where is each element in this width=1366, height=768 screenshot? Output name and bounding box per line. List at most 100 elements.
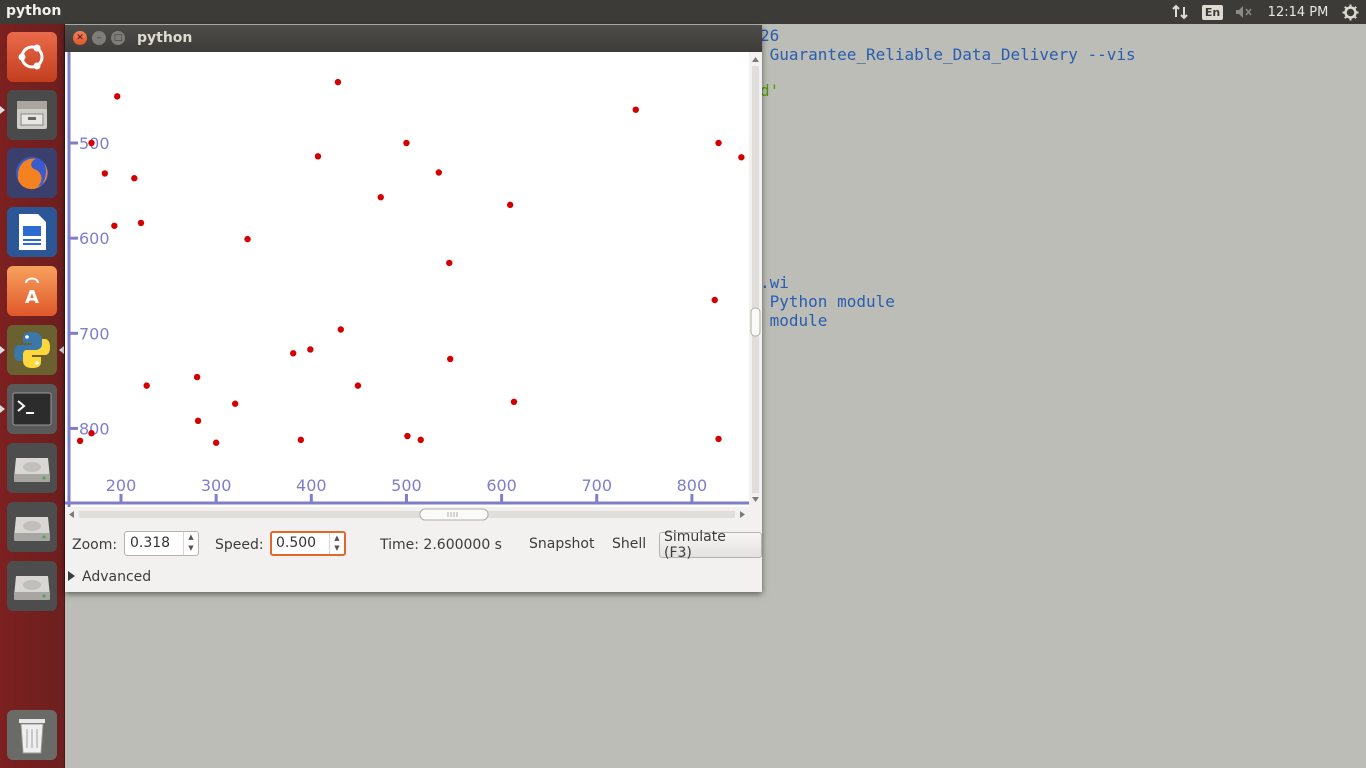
x-tick-label: 400 (296, 476, 327, 495)
zoom-value: 0.318 (130, 535, 171, 551)
writer-document-icon[interactable] (7, 207, 57, 257)
advanced-expander[interactable]: Advanced (68, 569, 151, 585)
simulate-button[interactable]: Simulate (F3) (659, 529, 762, 561)
terminal-line: .wi (760, 273, 789, 292)
window-title: python (137, 30, 193, 46)
gear-icon[interactable] (1340, 0, 1360, 24)
node-point (715, 435, 722, 443)
terminal-line: d' (760, 81, 780, 100)
running-indicator (0, 106, 5, 114)
volume-muted-icon[interactable] (1234, 0, 1254, 24)
maximize-icon: □ (113, 32, 123, 43)
terminal-background: 26 Guarantee_Reliable_Data_Delivery --vi… (65, 24, 1366, 768)
node-point (137, 219, 145, 227)
node-point (212, 439, 220, 446)
node-point (435, 169, 443, 176)
terminal-prompt-icon[interactable] (7, 384, 57, 434)
running-indicator (0, 346, 5, 354)
zoom-spinbutton[interactable]: 0.318 ▲ ▼ (124, 531, 199, 556)
python-logo-icon[interactable] (7, 325, 57, 375)
file-cabinet-icon[interactable] (7, 90, 57, 140)
clock[interactable]: 12:14 PM (1267, 4, 1329, 20)
node-point (404, 432, 411, 440)
node-point (194, 417, 202, 425)
zoom-label: Zoom: (72, 537, 118, 553)
node-point (377, 194, 384, 201)
node-point (111, 222, 118, 229)
close-window-button[interactable]: ✕ (73, 31, 87, 45)
speed-label: Speed: (215, 537, 264, 553)
advanced-label: Advanced (82, 569, 152, 585)
terminal-line: Python module (760, 292, 895, 311)
launcher: A (0, 24, 65, 768)
node-scatter-plot: 500600700800900200300400500600700800 (65, 52, 749, 507)
node-point (113, 93, 121, 100)
node-point (193, 373, 201, 381)
svg-text:A: A (25, 287, 39, 308)
x-tick-label: 600 (486, 476, 517, 495)
hard-drive-icon[interactable] (7, 443, 57, 493)
horizontal-scrollbar[interactable] (65, 507, 749, 522)
hard-drive-icon[interactable] (7, 561, 57, 611)
simulation-canvas[interactable]: 500600700800900200300400500600700800 (65, 52, 749, 507)
node-point (76, 437, 84, 445)
visualizer-window: ✕ – □ python 500600700800900200300400500… (65, 25, 762, 592)
trash-icon[interactable] (7, 710, 57, 760)
node-point (297, 436, 305, 444)
close-icon: ✕ (76, 32, 84, 43)
speed-stepper-icon[interactable]: ▲ ▼ (329, 533, 344, 554)
active-app-name: python (6, 3, 62, 19)
node-point (447, 355, 454, 363)
node-point (506, 201, 514, 209)
vertical-scroll-thumb[interactable] (750, 307, 761, 337)
node-point (143, 382, 150, 389)
keyboard-layout-indicator[interactable]: En (1201, 0, 1224, 24)
zoom-stepper-icon[interactable]: ▲ ▼ (183, 532, 198, 555)
terminal-line: Guarantee_Reliable_Data_Delivery --vis (760, 45, 1136, 64)
terminal-line: module (760, 311, 828, 330)
firefox-icon[interactable] (7, 148, 57, 198)
maximize-window-button[interactable]: □ (111, 31, 125, 45)
ubuntu-logo-icon[interactable] (7, 32, 57, 82)
software-bag-icon[interactable]: A (7, 266, 57, 316)
x-tick-label: 800 (677, 476, 708, 495)
vertical-scrollbar[interactable] (749, 52, 762, 507)
node-point (101, 170, 109, 177)
node-point (244, 235, 251, 243)
snapshot-button[interactable]: Snapshot (529, 536, 595, 552)
node-point (417, 436, 424, 444)
network-icon[interactable] (1170, 0, 1192, 24)
node-point (632, 106, 639, 113)
shell-button[interactable]: Shell (612, 536, 647, 552)
node-point (738, 154, 745, 161)
node-point (88, 139, 95, 147)
speed-value: 0.500 (276, 535, 317, 551)
node-point (446, 259, 453, 267)
expander-arrow-icon (68, 571, 75, 581)
minimize-icon: – (96, 32, 102, 43)
hard-drive-icon[interactable] (7, 502, 57, 552)
window-titlebar[interactable]: ✕ – □ python (65, 25, 762, 52)
node-point (711, 296, 718, 304)
scroll-right-arrow-icon[interactable] (740, 511, 745, 518)
speed-spinbutton[interactable]: 0.500 ▲ ▼ (270, 531, 346, 556)
running-indicator (0, 405, 5, 413)
node-point (290, 350, 297, 357)
keyboard-layout-label: En (1201, 4, 1224, 20)
y-tick-label: 600 (79, 229, 110, 248)
node-point (334, 78, 342, 86)
terminal-line: 26 (760, 26, 780, 45)
x-tick-label: 500 (391, 476, 422, 495)
node-point (131, 175, 138, 182)
minimize-window-button[interactable]: – (92, 31, 106, 45)
x-tick-label: 700 (581, 476, 612, 495)
scroll-down-arrow-icon[interactable] (752, 497, 759, 502)
node-point (715, 139, 722, 147)
node-point (307, 346, 314, 353)
scroll-left-arrow-icon[interactable] (69, 511, 74, 518)
node-point (510, 398, 518, 406)
scroll-up-arrow-icon[interactable] (752, 57, 759, 62)
top-panel: python En 12:14 PM (0, 0, 1366, 24)
node-point (337, 326, 344, 333)
y-tick-label: 700 (79, 324, 110, 343)
